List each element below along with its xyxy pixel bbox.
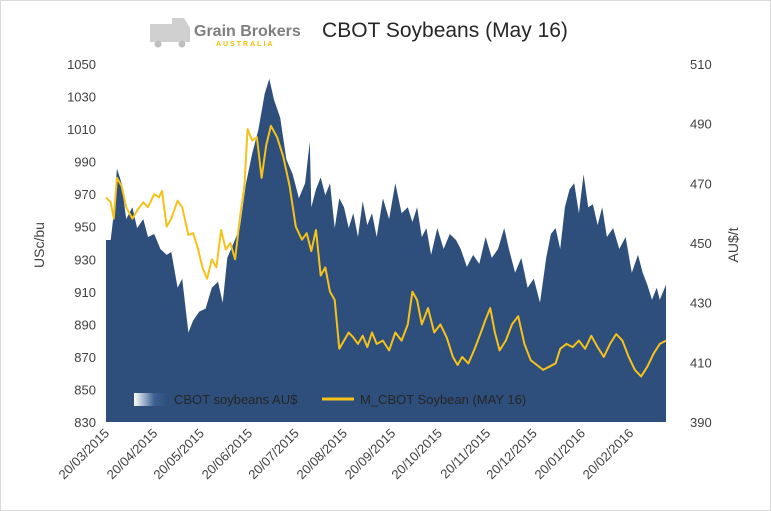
line-series-layer bbox=[105, 124, 667, 378]
right-tick-label: 430 bbox=[690, 296, 712, 311]
left-tick-label: 1050 bbox=[67, 57, 96, 72]
x-tick-label: 20/05/2015 bbox=[150, 426, 207, 483]
left-tick-label: 890 bbox=[74, 317, 96, 332]
left-axis-ticks: 1050 1030 1010 990 970 950 930 910 890 870 850 830 bbox=[67, 57, 96, 430]
line-series-cbot-soybean-may16 bbox=[105, 124, 667, 378]
left-tick-label: 850 bbox=[74, 383, 96, 398]
right-tick-label: 450 bbox=[690, 236, 712, 251]
legend: CBOT soybeans AU$ M_CBOT Soybean (MAY 16… bbox=[134, 392, 526, 407]
x-tick-label: 20/03/2015 bbox=[55, 426, 112, 483]
y-axis-title-right: AU$/t bbox=[725, 227, 741, 262]
right-tick-label: 410 bbox=[690, 355, 712, 370]
left-tick-label: 1010 bbox=[67, 122, 96, 137]
right-tick-label: 490 bbox=[690, 117, 712, 132]
left-tick-label: 950 bbox=[74, 220, 96, 235]
x-tick-label: 20/10/2015 bbox=[388, 426, 445, 483]
x-tick-label: 20/07/2015 bbox=[245, 426, 302, 483]
truck-wheel-icon bbox=[178, 40, 186, 48]
x-axis-ticks: 20/03/201520/04/201520/05/201520/06/2015… bbox=[55, 426, 636, 483]
x-tick-label: 20/12/2015 bbox=[483, 426, 540, 483]
left-tick-label: 930 bbox=[74, 252, 96, 267]
right-axis-ticks: 510 490 470 450 430 410 390 bbox=[690, 57, 712, 430]
left-tick-label: 970 bbox=[74, 187, 96, 202]
area-series-soybeans-aud bbox=[106, 78, 666, 423]
left-tick-label: 1030 bbox=[67, 90, 96, 105]
right-tick-label: 390 bbox=[690, 415, 712, 430]
left-tick-label: 990 bbox=[74, 155, 96, 170]
x-tick-label: 20/02/2016 bbox=[580, 426, 637, 483]
area-series-layer bbox=[106, 78, 666, 423]
legend-label-area: CBOT soybeans AU$ bbox=[174, 392, 298, 407]
x-tick-label: 20/01/2016 bbox=[531, 426, 588, 483]
grain-brokers-logo: Grain Brokers AUSTRALIA bbox=[150, 18, 301, 48]
truck-wheel-icon bbox=[154, 40, 162, 48]
legend-label-line: M_CBOT Soybean (MAY 16) bbox=[360, 392, 526, 407]
left-tick-label: 830 bbox=[74, 415, 96, 430]
x-tick-label: 20/08/2015 bbox=[293, 426, 350, 483]
legend-swatch-area bbox=[134, 393, 168, 406]
logo-name: Grain Brokers bbox=[194, 23, 301, 40]
chart-title: CBOT Soybeans (May 16) bbox=[322, 19, 568, 42]
y-axis-title-left: USc/bu bbox=[31, 222, 47, 268]
right-tick-label: 470 bbox=[690, 176, 712, 191]
left-tick-label: 910 bbox=[74, 285, 96, 300]
left-tick-label: 870 bbox=[74, 350, 96, 365]
logo-sub: AUSTRALIA bbox=[216, 41, 274, 48]
right-tick-label: 510 bbox=[690, 57, 712, 72]
truck-icon bbox=[150, 18, 190, 42]
